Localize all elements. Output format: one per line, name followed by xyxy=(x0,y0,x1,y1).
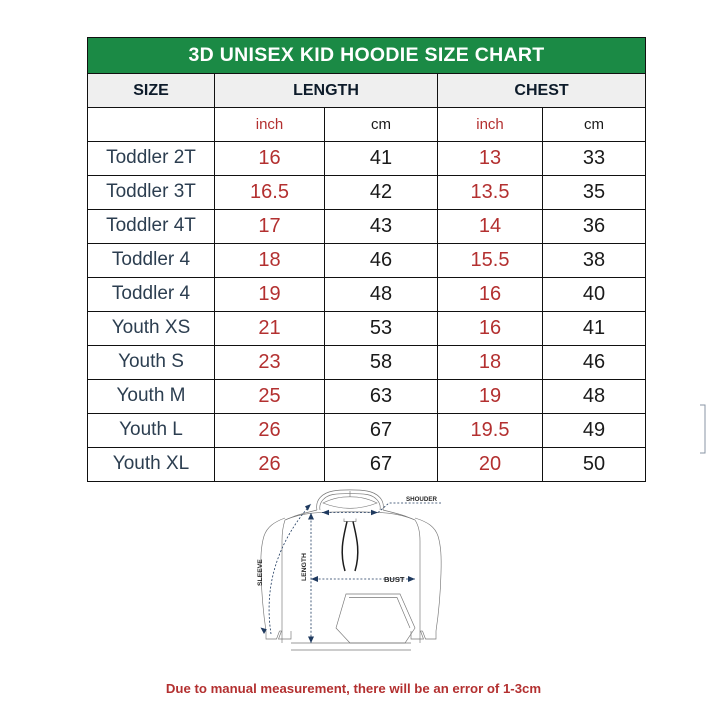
svg-text:SHOUDER: SHOUDER xyxy=(406,496,437,503)
svg-text:LENGTH: LENGTH xyxy=(301,553,308,581)
svg-text:SLEEVE: SLEEVE xyxy=(257,559,264,586)
svg-text:BUST: BUST xyxy=(384,575,405,584)
